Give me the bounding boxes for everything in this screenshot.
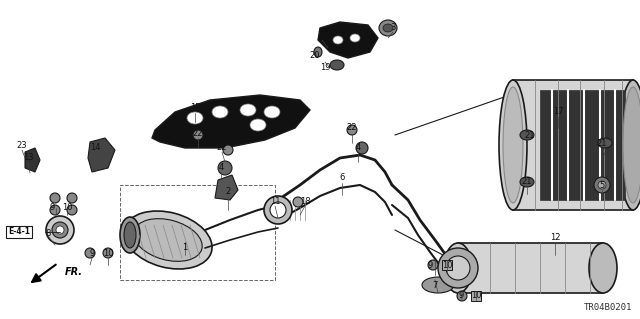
Bar xyxy=(471,291,481,301)
Text: 22: 22 xyxy=(193,129,204,137)
Polygon shape xyxy=(25,148,40,172)
Ellipse shape xyxy=(67,193,77,203)
Ellipse shape xyxy=(56,226,64,234)
Ellipse shape xyxy=(85,248,95,258)
Ellipse shape xyxy=(240,104,256,116)
Ellipse shape xyxy=(598,181,606,189)
Ellipse shape xyxy=(187,112,203,124)
Ellipse shape xyxy=(52,222,68,238)
Ellipse shape xyxy=(520,130,534,140)
Ellipse shape xyxy=(356,142,368,154)
Polygon shape xyxy=(318,22,378,58)
Text: 7: 7 xyxy=(432,280,438,290)
Bar xyxy=(442,260,452,270)
Text: 20: 20 xyxy=(310,50,320,60)
Ellipse shape xyxy=(619,80,640,210)
Text: 4: 4 xyxy=(355,144,360,152)
Ellipse shape xyxy=(50,193,60,203)
Ellipse shape xyxy=(589,243,617,293)
Text: 9: 9 xyxy=(90,249,95,257)
Ellipse shape xyxy=(270,202,286,218)
Ellipse shape xyxy=(457,291,467,301)
Polygon shape xyxy=(88,138,115,172)
Ellipse shape xyxy=(124,211,212,269)
Ellipse shape xyxy=(193,130,203,140)
Ellipse shape xyxy=(212,106,228,118)
Text: 10: 10 xyxy=(61,203,72,211)
Text: 16: 16 xyxy=(317,31,327,40)
Text: FR.: FR. xyxy=(65,267,83,277)
Text: 10: 10 xyxy=(471,292,481,300)
Text: 12: 12 xyxy=(550,234,560,242)
Polygon shape xyxy=(152,95,310,148)
Ellipse shape xyxy=(124,222,136,248)
Text: 1: 1 xyxy=(182,243,188,253)
Text: 4: 4 xyxy=(218,164,223,173)
Text: 17: 17 xyxy=(553,108,563,116)
Ellipse shape xyxy=(50,205,60,215)
Ellipse shape xyxy=(67,205,77,215)
Ellipse shape xyxy=(438,248,478,288)
Ellipse shape xyxy=(134,219,202,261)
Text: 6: 6 xyxy=(339,174,345,182)
Ellipse shape xyxy=(120,217,140,253)
Ellipse shape xyxy=(422,277,454,293)
Ellipse shape xyxy=(503,87,523,203)
Text: 22: 22 xyxy=(217,144,227,152)
Text: 5: 5 xyxy=(600,181,605,189)
Text: 9: 9 xyxy=(428,261,433,270)
Text: 21: 21 xyxy=(525,130,535,139)
Ellipse shape xyxy=(46,216,74,244)
Text: 21: 21 xyxy=(596,138,607,147)
Ellipse shape xyxy=(350,34,360,42)
Text: 23: 23 xyxy=(17,140,28,150)
Ellipse shape xyxy=(103,248,113,258)
Ellipse shape xyxy=(218,161,232,175)
Text: TR04B0201: TR04B0201 xyxy=(584,303,632,312)
Text: 19: 19 xyxy=(320,63,330,72)
Text: 10: 10 xyxy=(103,249,113,257)
Polygon shape xyxy=(215,175,238,200)
Ellipse shape xyxy=(264,106,280,118)
Text: 22: 22 xyxy=(347,123,357,132)
Ellipse shape xyxy=(444,243,472,293)
Ellipse shape xyxy=(293,197,303,207)
Ellipse shape xyxy=(598,138,612,148)
Text: 9: 9 xyxy=(49,203,54,211)
Ellipse shape xyxy=(520,177,534,187)
Text: 21: 21 xyxy=(522,177,532,187)
Bar xyxy=(120,185,275,280)
Ellipse shape xyxy=(428,260,438,270)
Ellipse shape xyxy=(499,80,527,210)
Text: 9: 9 xyxy=(458,292,463,300)
Text: 14: 14 xyxy=(90,144,100,152)
Ellipse shape xyxy=(333,36,343,44)
Text: 18: 18 xyxy=(300,197,310,206)
Ellipse shape xyxy=(250,119,266,131)
Text: 15: 15 xyxy=(189,103,200,113)
Text: 10: 10 xyxy=(442,261,452,270)
Ellipse shape xyxy=(594,177,610,193)
Ellipse shape xyxy=(330,60,344,70)
Text: 8: 8 xyxy=(45,229,51,239)
Ellipse shape xyxy=(264,196,292,224)
Ellipse shape xyxy=(223,145,233,155)
Text: 13: 13 xyxy=(22,153,33,162)
Bar xyxy=(513,80,633,210)
Bar xyxy=(540,90,625,200)
Text: E-4-1: E-4-1 xyxy=(8,227,30,236)
Bar xyxy=(458,243,603,293)
Ellipse shape xyxy=(623,87,640,203)
Ellipse shape xyxy=(314,47,322,57)
Text: 11: 11 xyxy=(269,197,280,206)
Ellipse shape xyxy=(379,20,397,36)
Ellipse shape xyxy=(383,24,393,32)
Text: 2: 2 xyxy=(225,188,230,197)
Ellipse shape xyxy=(347,125,357,135)
Ellipse shape xyxy=(446,256,470,280)
Text: 3: 3 xyxy=(390,23,396,32)
